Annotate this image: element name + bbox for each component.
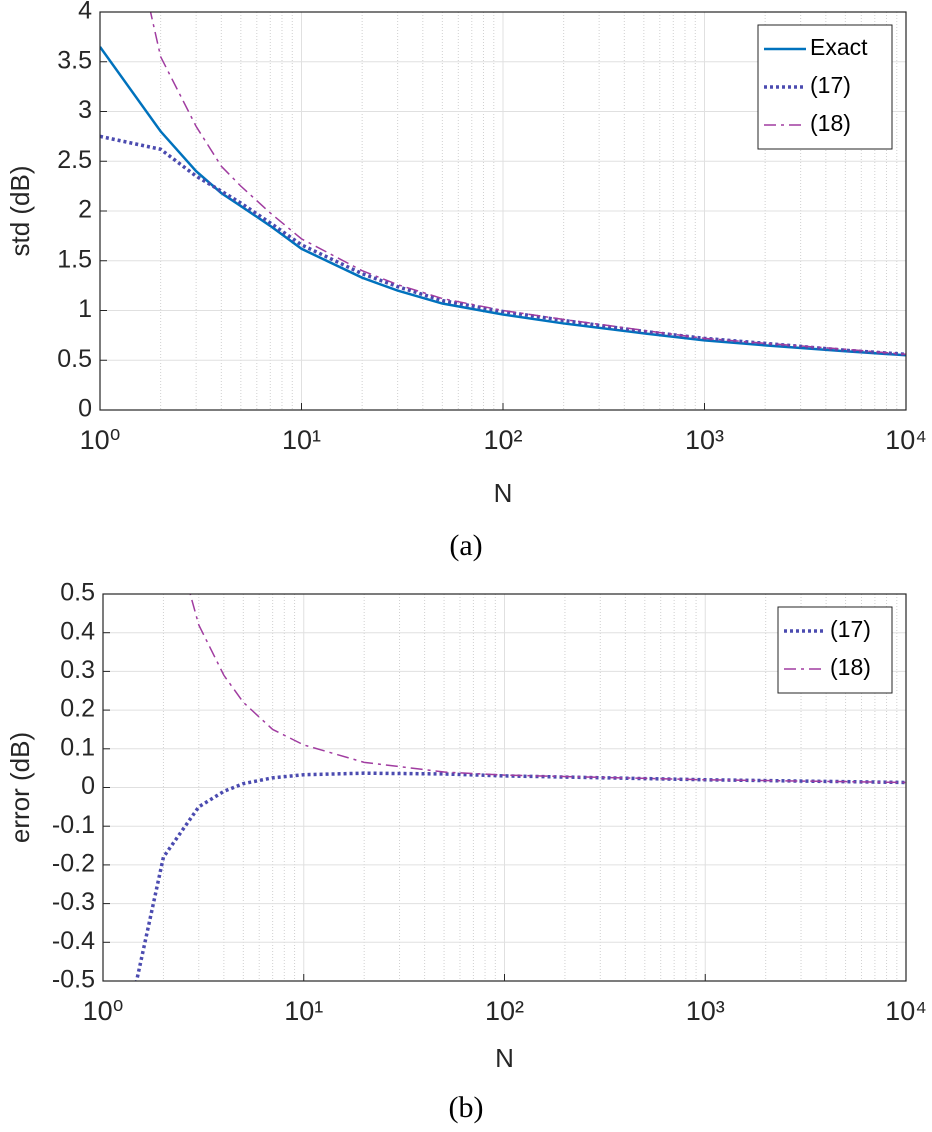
y-tick-label: 1 <box>78 295 92 323</box>
x-axis-label: N <box>495 1043 514 1073</box>
y-tick-label: -0.1 <box>52 811 95 839</box>
data-line <box>100 46 906 357</box>
data-line <box>189 594 906 784</box>
y-tick-label: 0.5 <box>60 579 95 607</box>
x-tick-label: 10⁰ <box>80 425 121 455</box>
y-tick-label: -0.2 <box>52 850 95 878</box>
legend-label: (18) <box>830 654 871 680</box>
y-tick-label: 0.1 <box>60 733 95 761</box>
y-tick-label: 0 <box>78 395 92 423</box>
x-tick-label: 10³ <box>686 996 725 1026</box>
y-tick-label: 0 <box>81 772 95 800</box>
x-tick-label: 10⁴ <box>885 996 927 1026</box>
data-line <box>149 12 906 356</box>
y-tick-label: 3 <box>78 96 92 124</box>
y-tick-label: -0.3 <box>52 888 95 916</box>
caption: (a) <box>449 529 482 562</box>
y-tick-label: 0.3 <box>60 656 95 684</box>
y-tick-label: -0.5 <box>52 966 95 994</box>
y-tick-label: 4 <box>78 0 92 25</box>
x-tick-label: 10⁰ <box>83 996 124 1026</box>
y-tick-label: 1.5 <box>57 245 92 273</box>
x-tick-label: 10² <box>485 996 524 1026</box>
legend-label: (18) <box>810 110 851 136</box>
y-tick-label: 0.2 <box>60 695 95 723</box>
y-tick-label: 0.4 <box>60 617 95 645</box>
y-tick-label: -0.4 <box>52 927 95 955</box>
legend-label: Exact <box>810 34 868 60</box>
caption: (b) <box>449 1091 484 1124</box>
x-tick-label: 10¹ <box>282 425 321 455</box>
x-axis-label: N <box>494 478 513 508</box>
legend-label: (17) <box>830 616 871 642</box>
y-tick-label: 2 <box>78 196 92 224</box>
legend-box <box>757 24 893 150</box>
y-axis-label: std (dB) <box>5 165 35 256</box>
y-axis-label: error (dB) <box>5 732 35 843</box>
x-tick-label: 10⁴ <box>885 425 927 455</box>
data-line <box>100 134 906 357</box>
y-tick-label: 2.5 <box>57 146 92 174</box>
legend-label: (17) <box>810 72 851 98</box>
legend-box <box>777 606 893 694</box>
x-tick-label: 10³ <box>685 425 724 455</box>
x-tick-label: 10² <box>483 425 522 455</box>
axes-box <box>99 11 907 411</box>
y-tick-label: 3.5 <box>57 46 92 74</box>
x-tick-label: 10¹ <box>284 996 323 1026</box>
axes-box <box>102 593 907 982</box>
y-tick-label: 0.5 <box>57 345 92 373</box>
chart: -0.5 -0.4 -0.3 -0.2 -0.1 0 0.1 0.2 0.3 0.4 0.5 10⁰ 1… <box>5 579 927 1124</box>
